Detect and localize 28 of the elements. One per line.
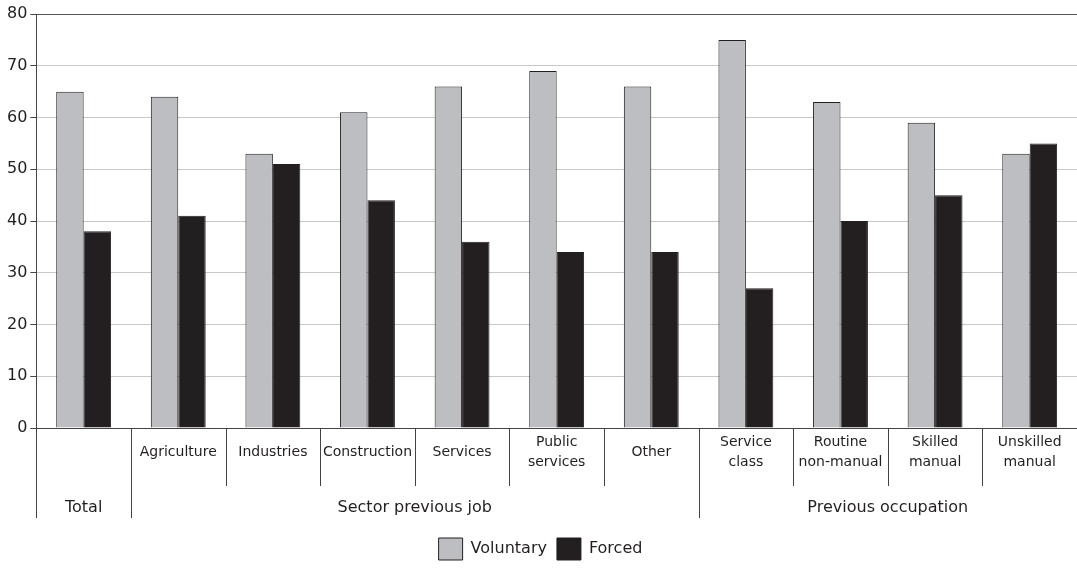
x-tick-label: Agriculture [139, 442, 217, 459]
x-tick-label: Skilled manual [908, 432, 962, 469]
bar [556, 252, 585, 428]
x-tick-label: Unskilled manual [997, 432, 1062, 469]
x-tick-label: Other [631, 442, 672, 459]
x-tick-label: Public services [527, 432, 586, 469]
text: Total [63, 497, 103, 517]
y-tick-label: 60 [7, 106, 28, 126]
bar [745, 288, 774, 428]
text: Previous occupation [807, 497, 969, 517]
x-tick-label: Services [432, 442, 492, 459]
legend-label: Forced [588, 538, 643, 558]
y-tick-label: 10 [7, 365, 28, 385]
legend-label: Voluntary [470, 538, 547, 558]
y-tick-label: 70 [7, 54, 28, 74]
x-tick-label: Routine non-manual [798, 432, 883, 469]
x-tick-label: Industries [238, 442, 308, 459]
bar [83, 231, 112, 428]
y-tick-label: 50 [7, 158, 28, 178]
x-tick-label: Service class [720, 432, 772, 469]
bar [272, 164, 301, 428]
y-tick-label: 30 [7, 261, 28, 281]
y-tick-label: 80 [7, 3, 28, 23]
y-tick-label: 20 [7, 313, 28, 333]
text: Sector previous job [337, 497, 492, 517]
y-tick-label: 0 [17, 417, 28, 437]
x-tick-label: Construction [322, 442, 413, 459]
y-tick-label: 40 [7, 210, 28, 230]
